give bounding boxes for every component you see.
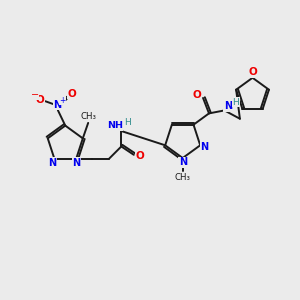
Text: N: N [224, 101, 232, 111]
Text: O: O [36, 95, 44, 105]
Text: N: N [72, 158, 80, 168]
Text: O: O [248, 68, 257, 77]
Text: H: H [232, 98, 239, 106]
Text: O: O [135, 151, 144, 161]
Text: N: N [53, 100, 61, 110]
Text: H: H [124, 118, 131, 127]
Text: CH₃: CH₃ [175, 173, 191, 182]
Text: CH₃: CH₃ [81, 112, 97, 122]
Text: N: N [178, 158, 187, 167]
Text: +: + [59, 96, 66, 105]
Text: O: O [68, 89, 76, 99]
Text: −: − [31, 90, 39, 100]
Text: O: O [192, 90, 201, 100]
Text: N: N [201, 142, 209, 152]
Text: NH: NH [107, 121, 123, 130]
Text: N: N [48, 158, 56, 168]
